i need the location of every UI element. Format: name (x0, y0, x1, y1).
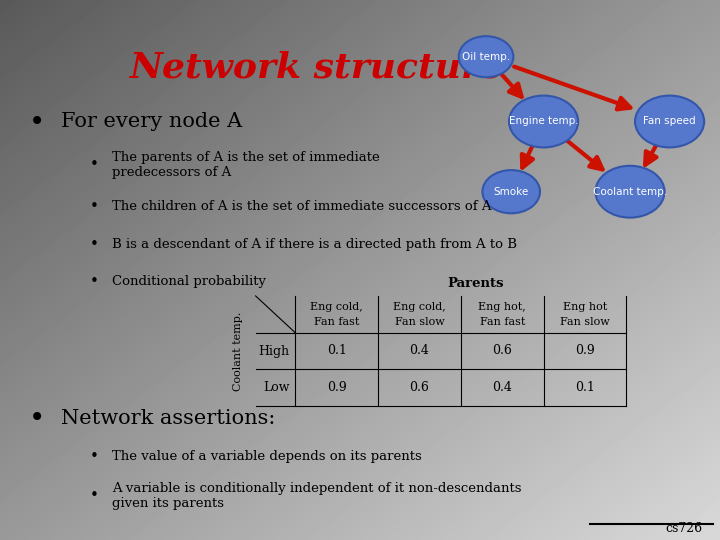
Text: Eng hot: Eng hot (563, 302, 607, 312)
Text: Smoke: Smoke (494, 187, 528, 197)
Text: 0.9: 0.9 (575, 345, 595, 357)
Text: 0.1: 0.1 (575, 381, 595, 394)
Text: •: • (90, 157, 99, 172)
Text: The value of a variable depends on its parents: The value of a variable depends on its p… (112, 450, 421, 463)
Text: Engine temp.: Engine temp. (509, 117, 578, 126)
Text: 0.4: 0.4 (492, 381, 512, 394)
Text: •: • (90, 237, 99, 252)
Circle shape (595, 166, 665, 218)
Text: Fan fast: Fan fast (314, 318, 359, 327)
Text: The children of A is the set of immediate successors of A: The children of A is the set of immediat… (112, 200, 491, 213)
Text: •: • (29, 107, 45, 136)
Text: 0.9: 0.9 (327, 381, 346, 394)
Text: Fan speed: Fan speed (643, 117, 696, 126)
Text: Fan slow: Fan slow (395, 318, 444, 327)
Text: Oil temp.: Oil temp. (462, 52, 510, 62)
Circle shape (635, 96, 704, 147)
Text: Network assertions:: Network assertions: (61, 409, 276, 428)
Text: Coolant temp.: Coolant temp. (593, 187, 667, 197)
Text: Eng cold,: Eng cold, (393, 302, 446, 312)
Text: Fan fast: Fan fast (480, 318, 525, 327)
Circle shape (459, 36, 513, 77)
Text: 0.6: 0.6 (492, 345, 512, 357)
Text: •: • (90, 199, 99, 214)
Text: •: • (29, 404, 45, 433)
Circle shape (482, 170, 540, 213)
Text: cs726: cs726 (665, 522, 702, 535)
Text: •: • (90, 274, 99, 289)
Text: •: • (90, 449, 99, 464)
Text: 0.6: 0.6 (410, 381, 429, 394)
Text: Conditional probability: Conditional probability (112, 275, 266, 288)
Text: Low: Low (263, 381, 289, 394)
Text: A variable is conditionally independent of it non-descendants
given its parents: A variable is conditionally independent … (112, 482, 521, 510)
Text: Parents: Parents (447, 277, 503, 290)
Text: Eng cold,: Eng cold, (310, 302, 363, 312)
Text: Fan slow: Fan slow (560, 318, 610, 327)
Text: •: • (90, 488, 99, 503)
Circle shape (509, 96, 578, 147)
Text: High: High (258, 345, 289, 357)
Text: Network structure: Network structure (130, 51, 504, 84)
Text: 0.1: 0.1 (327, 345, 346, 357)
Text: Eng hot,: Eng hot, (478, 302, 526, 312)
Text: B is a descendant of A if there is a directed path from A to B: B is a descendant of A if there is a dir… (112, 238, 517, 251)
Text: Coolant temp.: Coolant temp. (233, 312, 243, 390)
Text: 0.4: 0.4 (410, 345, 429, 357)
Text: For every node A: For every node A (61, 112, 243, 131)
Text: The parents of A is the set of immediate
predecessors of A: The parents of A is the set of immediate… (112, 151, 379, 179)
